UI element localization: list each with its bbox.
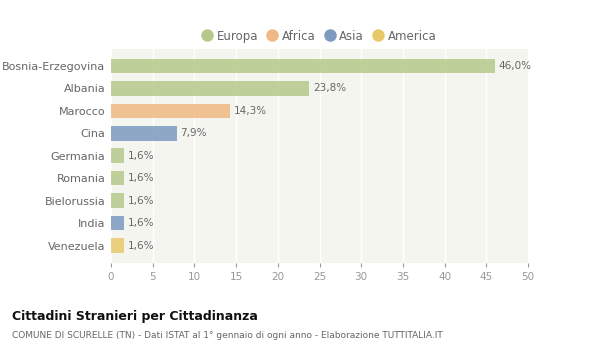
Text: 1,6%: 1,6% [128,173,154,183]
Bar [111,104,230,118]
Bar [111,81,310,96]
Text: 23,8%: 23,8% [313,83,346,93]
Text: 1,6%: 1,6% [128,151,154,161]
Text: 1,6%: 1,6% [128,240,154,251]
Bar [111,171,124,186]
Bar [111,216,124,230]
Text: 46,0%: 46,0% [498,61,531,71]
Text: COMUNE DI SCURELLE (TN) - Dati ISTAT al 1° gennaio di ogni anno - Elaborazione T: COMUNE DI SCURELLE (TN) - Dati ISTAT al … [12,331,443,340]
Bar [111,238,124,253]
Bar [111,59,494,73]
Text: Cittadini Stranieri per Cittadinanza: Cittadini Stranieri per Cittadinanza [12,310,258,323]
Text: 1,6%: 1,6% [128,218,154,228]
Text: 7,9%: 7,9% [180,128,207,138]
Bar [111,148,124,163]
Legend: Europa, Africa, Asia, America: Europa, Africa, Asia, America [198,25,441,48]
Bar [111,126,177,141]
Text: 14,3%: 14,3% [233,106,267,116]
Bar [111,193,124,208]
Text: 1,6%: 1,6% [128,196,154,206]
